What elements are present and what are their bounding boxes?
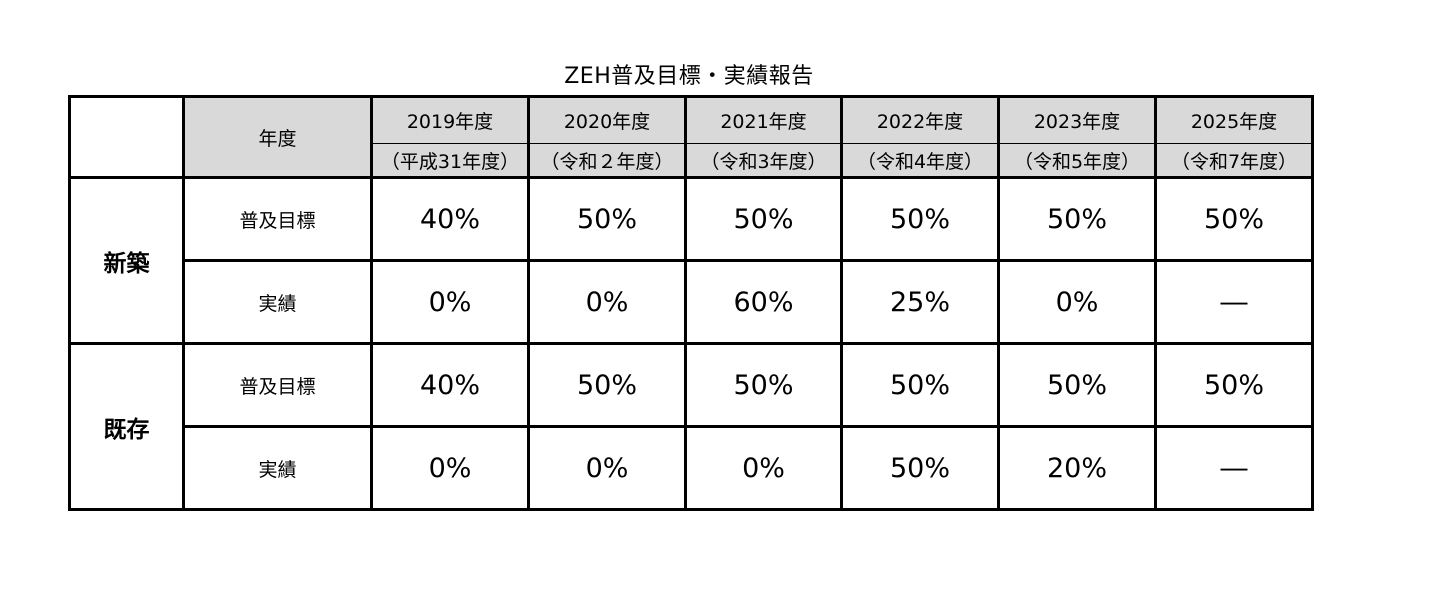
value-cell: 0% <box>527 425 687 511</box>
value-cell: 50% <box>1154 342 1314 428</box>
era-header: （平成31年度） <box>370 143 530 179</box>
value-cell: 50% <box>840 425 1000 511</box>
category-label: 既存 <box>68 342 185 511</box>
table-row: 新築 普及目標 40% 50% 50% 50% 50% 50% <box>68 176 1314 345</box>
corner-cell <box>68 95 185 179</box>
year-header: 2023年度 <box>997 95 1157 144</box>
value-cell: 50% <box>684 176 843 262</box>
value-cell: 0% <box>370 425 530 511</box>
zeh-report-table: 年度 2019年度 2020年度 2021年度 2022年度 2023年度 2025年度 （平… <box>68 95 1314 511</box>
value-cell: 20% <box>997 425 1157 511</box>
header-row-years: 年度 2019年度 2020年度 2021年度 2022年度 2023年度 2025年度 <box>68 95 1314 179</box>
value-cell: 50% <box>527 176 687 262</box>
value-cell: 50% <box>840 176 1000 262</box>
value-cell: 50% <box>997 342 1157 428</box>
year-header: 2020年度 <box>527 95 687 144</box>
row-label: 実績 <box>182 259 373 345</box>
value-cell: 50% <box>840 342 1000 428</box>
value-cell: 0% <box>370 259 530 345</box>
value-cell: 50% <box>997 176 1157 262</box>
year-header: 2019年度 <box>370 95 530 144</box>
table-row: 実績 0% 0% 60% 25% 0% ― <box>70 259 1314 345</box>
year-header: 2022年度 <box>840 95 1000 144</box>
table-row: 実績 0% 0% 0% 50% 20% ― <box>70 425 1314 511</box>
era-header: （令和3年度） <box>684 143 843 179</box>
value-cell: 50% <box>1154 176 1314 262</box>
era-header: （令和4年度） <box>840 143 1000 179</box>
era-header: （令和5年度） <box>997 143 1157 179</box>
era-header: （令和7年度） <box>1154 143 1314 179</box>
row-label: 普及目標 <box>182 342 373 428</box>
value-cell: 50% <box>684 342 843 428</box>
value-cell: 40% <box>370 342 530 428</box>
year-header: 2025年度 <box>1154 95 1314 144</box>
report-title: ZEH普及目標・実績報告 <box>564 64 814 89</box>
value-cell: 0% <box>997 259 1157 345</box>
value-cell: 0% <box>684 425 843 511</box>
value-cell: 25% <box>840 259 1000 345</box>
category-label: 新築 <box>68 176 185 345</box>
value-cell: 40% <box>370 176 530 262</box>
year-header: 2021年度 <box>684 95 843 144</box>
table-row: 既存 普及目標 40% 50% 50% 50% 50% 50% <box>68 342 1314 511</box>
value-cell: 0% <box>527 259 687 345</box>
year-header-label: 年度 <box>182 95 373 179</box>
value-cell: ― <box>1154 425 1314 511</box>
value-cell: ― <box>1154 259 1314 345</box>
row-label: 普及目標 <box>182 176 373 262</box>
value-cell: 50% <box>527 342 687 428</box>
value-cell: 60% <box>684 259 843 345</box>
header-row-eras: （平成31年度） （令和２年度） （令和3年度） （令和4年度） （令和5年度） （令和7… <box>70 143 1314 179</box>
era-header: （令和２年度） <box>527 143 687 179</box>
row-label: 実績 <box>182 425 373 511</box>
